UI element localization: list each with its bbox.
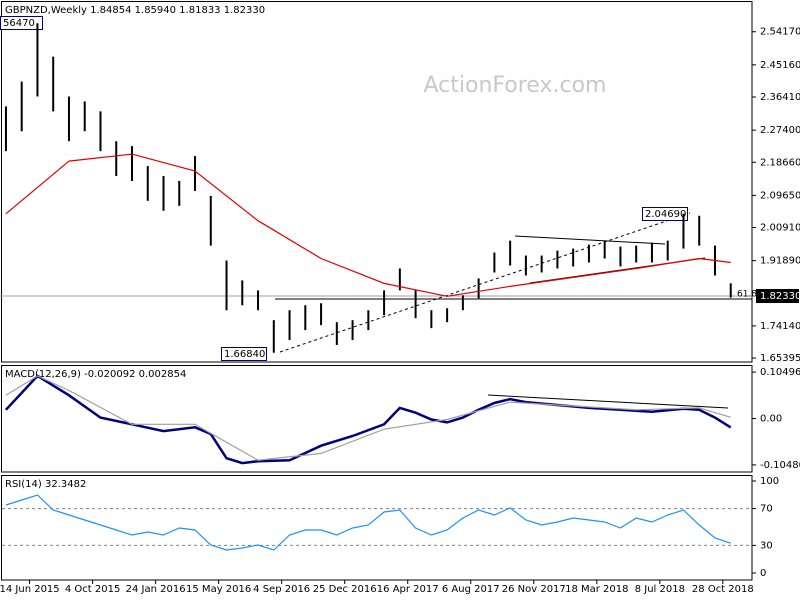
price-bar xyxy=(20,81,23,132)
price-bar xyxy=(430,310,433,329)
price-bar xyxy=(587,244,590,263)
series-line xyxy=(4,374,732,465)
price-bar xyxy=(556,250,559,269)
x-tick-label: 4 Sep 2016 xyxy=(253,584,310,595)
y-tick-label: 2.00910 xyxy=(760,223,800,234)
y-tick-label: 2.09650 xyxy=(760,190,800,201)
y-tick-label: 2.45160 xyxy=(760,60,800,71)
x-tick-label: 4 Oct 2015 xyxy=(65,584,120,595)
price-label: 1.82330 xyxy=(760,291,800,302)
x-tick-label: 14 Jun 2015 xyxy=(0,584,60,595)
y-tick-label: 0 xyxy=(760,568,766,579)
fib-label: 61.8 xyxy=(737,290,757,300)
price-bar xyxy=(130,146,133,181)
price-bar xyxy=(304,305,307,331)
price-bar xyxy=(461,295,464,311)
price-bar xyxy=(524,255,527,276)
series-line xyxy=(5,494,731,551)
price-bar xyxy=(67,96,70,142)
trendline xyxy=(514,235,666,245)
y-tick-label: 100 xyxy=(760,476,779,487)
price-bar xyxy=(446,308,449,323)
x-tick-label: 18 Mar 2018 xyxy=(565,584,628,595)
x-tick-label: 26 Nov 2017 xyxy=(502,584,566,595)
price-bar xyxy=(351,320,354,341)
high-label: 56470 xyxy=(3,18,35,29)
price-bar xyxy=(178,180,181,206)
trendline xyxy=(487,394,729,409)
price-bar xyxy=(335,322,338,346)
y-tick-label: 2.18660 xyxy=(760,157,800,168)
price-bar xyxy=(320,303,323,326)
watermark: ActionForex.com xyxy=(424,73,607,98)
price-bar xyxy=(493,252,496,273)
price-bar xyxy=(4,106,7,152)
series-line xyxy=(5,153,731,297)
price-bar xyxy=(383,290,386,316)
x-tick-label: 16 Apr 2017 xyxy=(377,584,439,595)
y-tick-label: 2.54170 xyxy=(760,27,800,38)
x-tick-label: 25 Dec 2016 xyxy=(313,584,377,595)
series-line xyxy=(5,375,731,461)
price-bar xyxy=(36,23,39,97)
y-tick-label: 1.65395 xyxy=(760,353,800,364)
price-bar xyxy=(729,283,732,298)
x-tick-label: 28 Oct 2018 xyxy=(692,584,754,595)
price-bar xyxy=(540,255,543,273)
panel-title: RSI(14) 32.3482 xyxy=(5,479,86,490)
price-bar xyxy=(288,310,291,341)
price-bar xyxy=(209,195,212,246)
y-tick-label: 2.27400 xyxy=(760,125,800,136)
price-bar xyxy=(414,290,417,319)
y-tick-label: 1.74140 xyxy=(760,321,800,332)
y-tick-label: 2.36410 xyxy=(760,92,800,103)
price-bar xyxy=(194,156,197,191)
price-bar xyxy=(682,213,685,249)
price-label-box xyxy=(756,289,799,303)
price-bar xyxy=(635,245,638,263)
x-tick-label: 8 Jul 2018 xyxy=(635,584,685,595)
price-bar xyxy=(666,240,669,261)
price-bar xyxy=(99,111,102,152)
price-bar xyxy=(698,215,701,246)
price-bar xyxy=(272,320,275,353)
price-bar xyxy=(225,260,228,311)
price-bar xyxy=(477,278,480,299)
y-tick-label: 30 xyxy=(760,540,773,551)
price-bar xyxy=(257,290,260,311)
y-tick-label: -0.104804 xyxy=(760,460,800,471)
price-bar xyxy=(619,246,622,267)
price-bar xyxy=(241,280,244,306)
panel-title: GBPNZD,Weekly 1.84854 1.85940 1.81833 1.… xyxy=(5,5,265,16)
label-box xyxy=(0,16,43,30)
y-tick-label: 1.91890 xyxy=(760,256,800,267)
price-bar xyxy=(146,166,149,201)
panel-title: MACD(12,26,9) -0.020092 0.002854 xyxy=(5,369,186,380)
label-box xyxy=(221,347,267,361)
trendline xyxy=(279,212,691,353)
price-bar xyxy=(52,56,55,112)
high-label: 2.04690 xyxy=(645,209,686,220)
price-panel xyxy=(1,1,753,363)
price-bar xyxy=(650,242,653,263)
x-tick-label: 6 Aug 2017 xyxy=(442,584,500,595)
price-bar xyxy=(162,176,165,211)
x-tick-label: 15 May 2016 xyxy=(186,584,251,595)
label-box xyxy=(642,207,688,221)
low-label: 1.66840 xyxy=(224,349,265,360)
price-bar xyxy=(83,101,86,132)
y-tick-label: 70 xyxy=(760,504,773,515)
y-tick-label: 0.104962 xyxy=(760,367,800,378)
price-bar xyxy=(367,310,370,331)
price-bar xyxy=(509,240,512,266)
y-tick-label: 0.00 xyxy=(760,414,782,425)
rsi-panel xyxy=(1,475,753,581)
x-tick-label: 24 Jan 2016 xyxy=(126,584,186,595)
price-bar xyxy=(603,240,606,259)
price-bar xyxy=(115,141,118,177)
price-bar xyxy=(572,248,575,267)
price-bar xyxy=(398,268,401,291)
